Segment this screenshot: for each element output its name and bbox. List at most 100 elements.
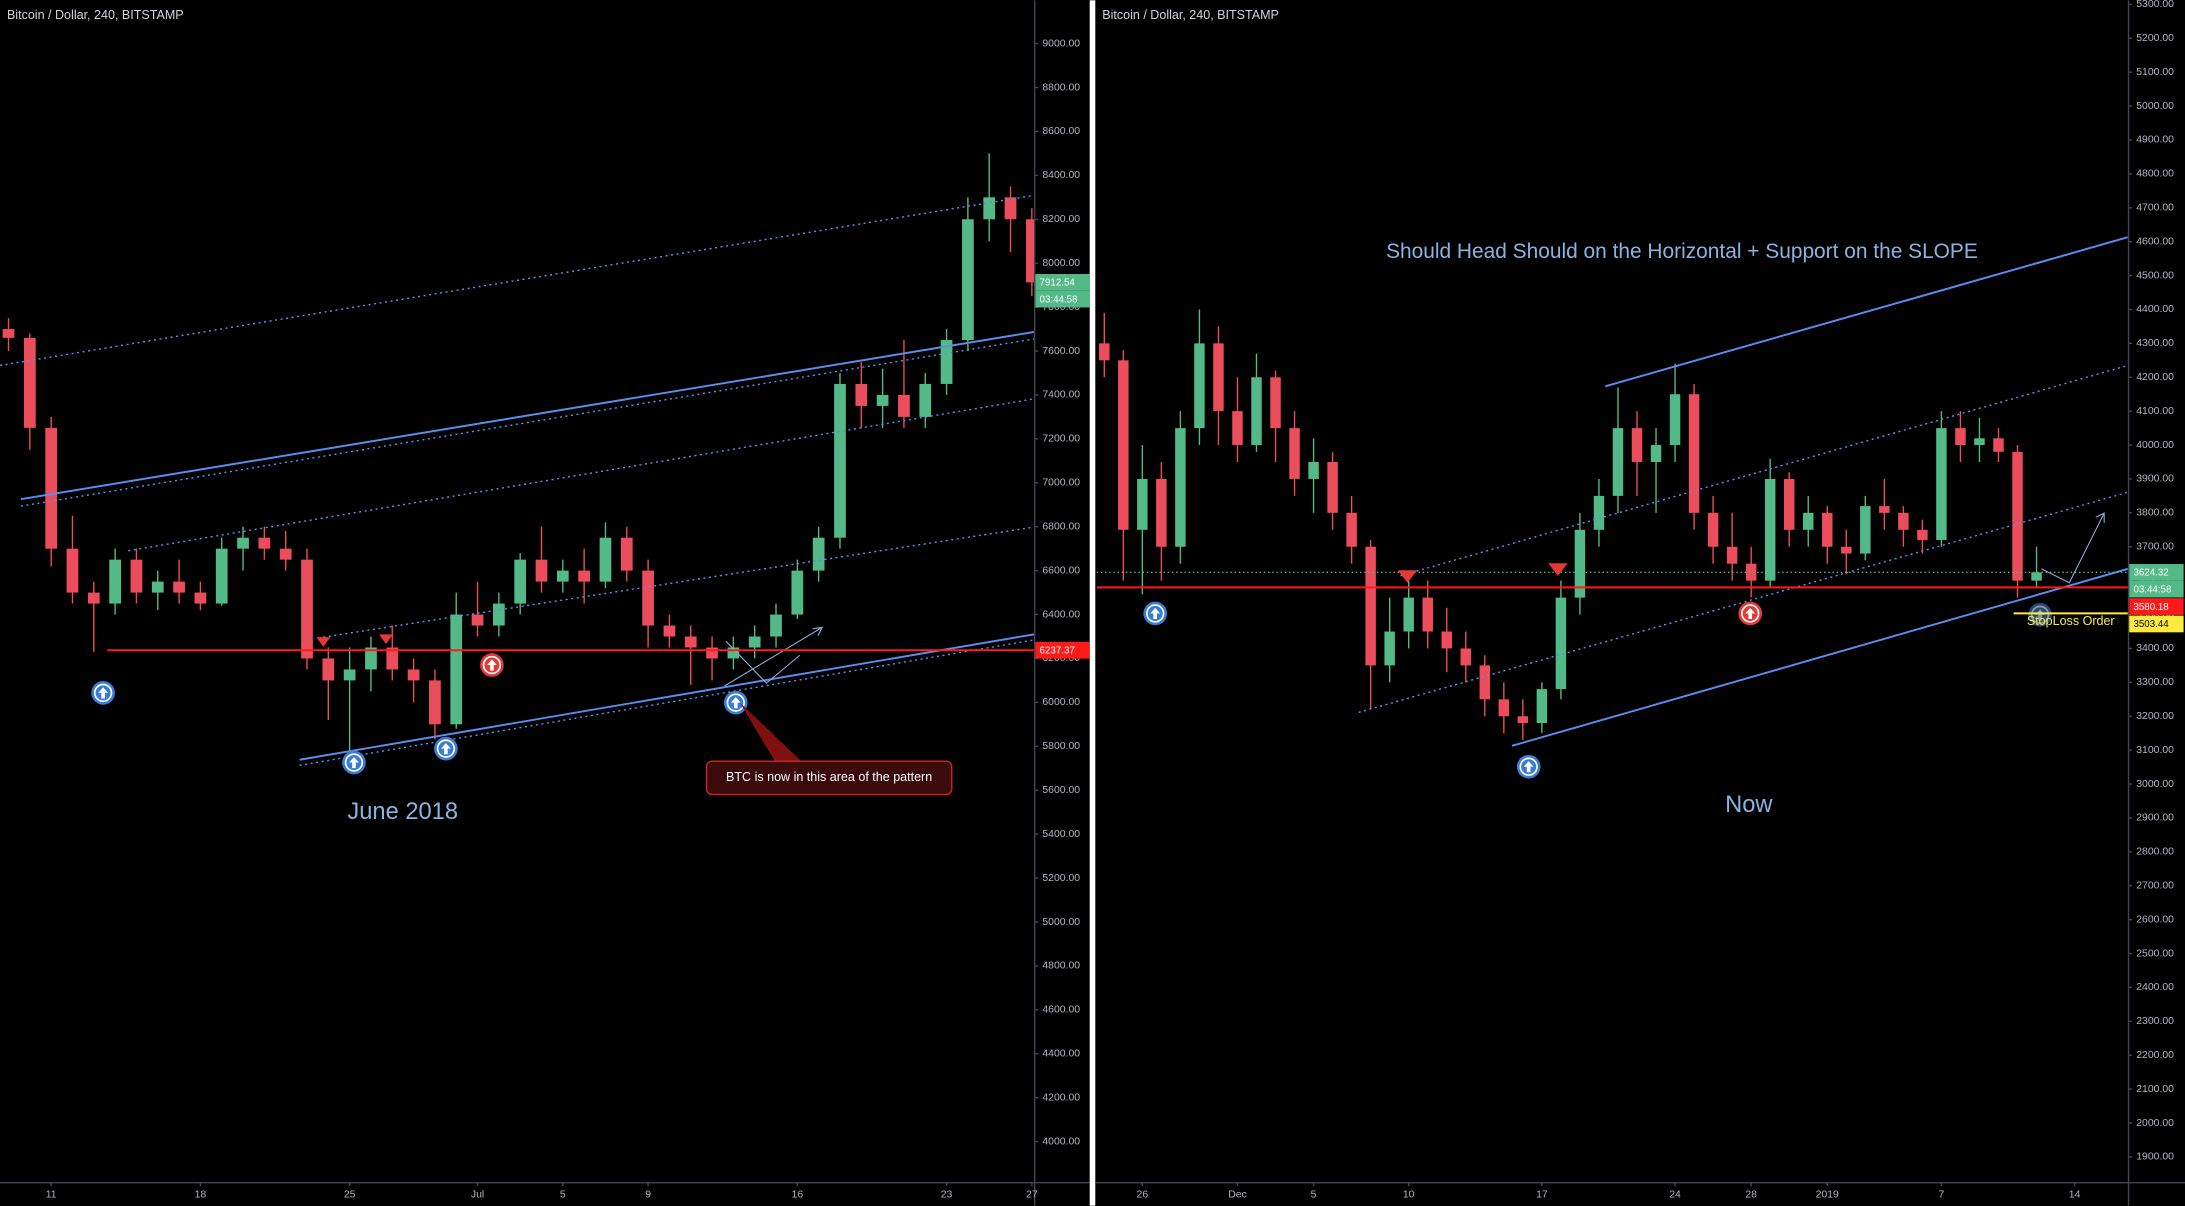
y-tick-label: 5200.00	[2136, 33, 2174, 44]
y-tick-label: 5100.00	[2136, 67, 2174, 78]
y-tick-label: 3200.00	[2136, 711, 2174, 722]
candle-body	[237, 537, 249, 549]
candle-body	[1156, 478, 1167, 547]
x-tick-label: 26	[1137, 1189, 1149, 1200]
y-tick-label: 9000.00	[1042, 38, 1080, 49]
bounce-marker	[90, 680, 116, 706]
trend-line	[0, 194, 1034, 367]
y-tick-label: 5300.00	[2136, 0, 2174, 10]
candle-body	[1955, 428, 1966, 446]
candle-body	[1346, 512, 1357, 547]
trend-line	[1511, 567, 2128, 747]
candle-body	[1593, 495, 1605, 530]
y-tick-label: 2500.00	[2136, 948, 2174, 959]
candle-body	[258, 537, 271, 549]
candle-body	[1936, 428, 1947, 540]
candle-body	[493, 603, 505, 626]
x-tick-label: Jul	[471, 1189, 484, 1200]
candle-body	[1441, 631, 1452, 649]
candle-body	[684, 636, 697, 648]
y-tick-label: 6200.00	[1042, 653, 1080, 664]
candle-body	[1822, 512, 1833, 547]
countdown-label: 03:44:58	[2133, 584, 2171, 595]
annotation: June 2018	[347, 799, 458, 825]
candle-body	[1004, 197, 1017, 220]
candle-body	[1289, 428, 1300, 479]
candle-body	[1270, 377, 1281, 429]
candle-body	[2, 329, 15, 338]
y-tick-label: 2800.00	[2136, 847, 2174, 858]
y-tick-label: 2000.00	[2136, 1118, 2174, 1129]
trend-line	[1605, 236, 2128, 388]
y-tick-label: 4800.00	[1042, 961, 1080, 972]
trend-line	[299, 639, 1034, 767]
candle-body	[1726, 546, 1738, 564]
projection-arrow	[2041, 512, 2105, 584]
y-tick-label: 2400.00	[2136, 982, 2174, 993]
candle-body	[1898, 512, 1909, 530]
break-marker	[479, 652, 505, 678]
candle-body	[1498, 699, 1510, 717]
y-tick-label: 2600.00	[2136, 914, 2174, 925]
candle-body	[578, 570, 591, 582]
plot-area	[1099, 309, 2042, 740]
candle-body	[1993, 438, 2004, 452]
candle-body	[215, 548, 228, 604]
x-tick-label: Dec	[1228, 1189, 1247, 1200]
x-tick-label: 9	[645, 1189, 651, 1200]
y-tick-label: 7600.00	[1042, 346, 1080, 357]
x-tick-label: 17	[1536, 1189, 1548, 1200]
y-tick-label: 8600.00	[1042, 126, 1080, 137]
x-tick-label: 23	[941, 1189, 953, 1200]
y-tick-label: 6000.00	[1042, 697, 1080, 708]
drawings	[0, 194, 1034, 796]
candle-body	[1764, 478, 1776, 581]
candle-body	[173, 581, 185, 593]
candle-body	[1879, 506, 1890, 513]
candle-body	[876, 394, 889, 406]
y-tick-label: 4000.00	[1042, 1136, 1080, 1147]
candle-body	[620, 537, 633, 571]
y-tick-label: 8000.00	[1042, 258, 1080, 269]
candle-body	[450, 614, 463, 725]
candle-body	[2031, 572, 2042, 581]
x-tick-label: 7	[1939, 1189, 1945, 1200]
y-tick-label: 2900.00	[2136, 813, 2174, 824]
price-line-label: 3503.44	[2133, 619, 2169, 630]
candle-body	[556, 570, 569, 582]
y-tick-label: 3300.00	[2136, 677, 2174, 688]
candle-body	[109, 559, 121, 604]
candle-body	[1860, 506, 1871, 554]
annotation: Should Head Should on the Horizontal + S…	[1386, 240, 1978, 263]
candle-body	[194, 592, 207, 604]
candle-body	[1669, 394, 1681, 446]
y-tick-label: 3700.00	[2136, 542, 2174, 553]
bounce-marker	[1142, 600, 1168, 627]
y-tick-label: 5000.00	[2136, 101, 2174, 112]
top-marker	[1397, 563, 1568, 583]
top-marker	[316, 634, 393, 647]
candle-body	[23, 337, 36, 428]
candle-body	[535, 559, 548, 582]
y-tick-label: 5000.00	[1042, 917, 1080, 928]
candle-body	[1574, 529, 1586, 598]
candle-body	[45, 427, 58, 549]
y-tick-label: 7000.00	[1042, 478, 1080, 489]
candle-body	[1308, 462, 1319, 479]
candle-body	[1555, 597, 1567, 690]
y-tick-label: 1900.00	[2136, 1152, 2174, 1163]
y-tick-label: 4600.00	[1042, 1005, 1080, 1016]
y-tick-label: 4700.00	[2136, 203, 2174, 214]
candle-body	[642, 570, 654, 626]
callout-box	[705, 760, 953, 796]
candle-body	[1251, 377, 1262, 446]
candle-body	[1422, 597, 1433, 632]
y-tick-label: 5800.00	[1042, 741, 1080, 752]
candle-body	[1631, 428, 1643, 463]
y-tick-label: 4000.00	[2136, 440, 2174, 451]
trend-line	[299, 633, 1034, 761]
price-line-label-bg	[2129, 615, 2184, 633]
last-price-label: 7912.54	[1040, 278, 1076, 289]
